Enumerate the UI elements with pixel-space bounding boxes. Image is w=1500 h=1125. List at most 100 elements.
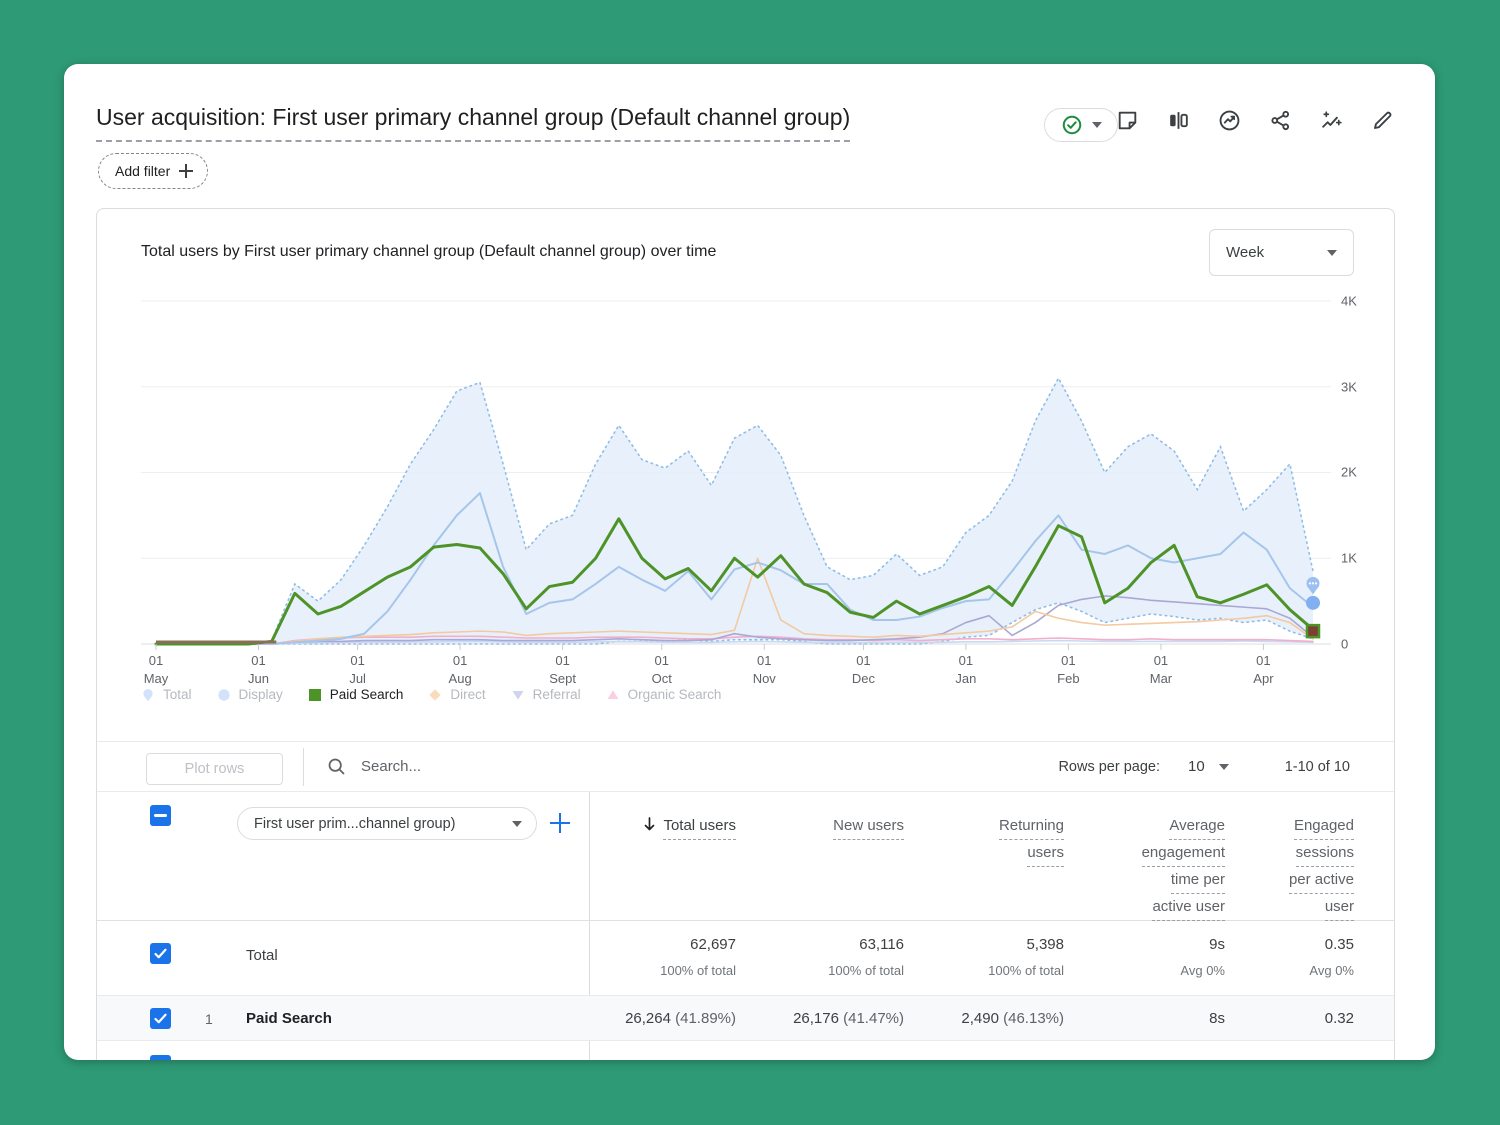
svg-text:Jul: Jul <box>349 671 366 686</box>
page-title[interactable]: User acquisition: First user primary cha… <box>96 104 851 142</box>
pin-icon <box>143 688 153 701</box>
report-header: User acquisition: First user primary cha… <box>96 104 1395 156</box>
column-header-returning-users[interactable]: Returning users <box>998 813 1064 867</box>
toolbar-divider <box>303 748 304 786</box>
totals-returning-users-sub: 100% of total <box>988 963 1064 978</box>
svg-text:01: 01 <box>1061 653 1075 668</box>
legend-item-display[interactable]: Display <box>217 687 283 702</box>
pagination-status: 1-10 of 10 <box>1284 758 1350 775</box>
add-dimension-button[interactable] <box>547 810 573 836</box>
plot-rows-label: Plot rows <box>184 761 245 777</box>
circle-icon <box>217 688 230 701</box>
comparison-icon[interactable] <box>1166 108 1191 133</box>
legend-item-referral[interactable]: Referral <box>511 687 581 702</box>
svg-text:01: 01 <box>959 653 973 668</box>
y-axis-tick: 3K <box>1341 379 1357 395</box>
legend-item-organic-search[interactable]: Organic Search <box>606 687 722 702</box>
timeseries-chart[interactable]: 01 May 01 Jun 01 Jul 01 Aug 01 Sept 01 Oct 01 Nov 01 De… <box>141 291 1331 691</box>
svg-text:01: 01 <box>149 653 163 668</box>
legend-item-paid-search[interactable]: Paid Search <box>308 687 404 702</box>
row-avg-engagement: 8s <box>1209 1010 1225 1027</box>
totals-engaged-sessions: 0.35 <box>1324 936 1354 953</box>
legend-label: Total <box>163 687 192 702</box>
granularity-select[interactable]: Week <box>1209 229 1354 276</box>
plus-icon <box>179 164 194 178</box>
row-checkbox[interactable] <box>150 1008 171 1029</box>
row-checkbox[interactable] <box>150 943 171 964</box>
totals-label: Total <box>246 947 278 964</box>
add-filter-chip[interactable]: Add filter <box>98 153 209 189</box>
triangle-down-icon <box>512 690 524 700</box>
svg-text:01: 01 <box>555 653 569 668</box>
svg-text:01: 01 <box>350 653 364 668</box>
check-icon <box>154 948 167 959</box>
column-header-total-users[interactable]: Total users <box>643 813 736 840</box>
y-axis-tick: 4K <box>1341 293 1357 309</box>
select-all-checkbox[interactable] <box>150 805 171 826</box>
table-row[interactable]: 1 Paid Search 26,264 (41.89%) 26,176 (41… <box>97 996 1394 1041</box>
share-icon[interactable] <box>1268 108 1293 133</box>
chart-svg[interactable]: 01 May 01 Jun 01 Jul 01 Aug 01 Sept 01 Oct 01 Nov 01 De… <box>141 291 1331 691</box>
row-dimension-value: Paid Search <box>246 1010 332 1027</box>
pagination-controls: Rows per page: 10 1-10 of 10 <box>1058 742 1350 791</box>
svg-text:Apr: Apr <box>1253 671 1274 686</box>
check-icon <box>154 1013 167 1024</box>
table-toolbar: Plot rows Search... Rows per page: 10 1-… <box>97 741 1394 792</box>
edit-pencil-icon[interactable] <box>1370 108 1395 133</box>
check-circle-icon <box>1062 115 1081 135</box>
report-panel: Total users by First user primary channe… <box>96 208 1395 1060</box>
svg-text:01: 01 <box>453 653 467 668</box>
dimension-dropdown[interactable]: First user prim...channel group) <box>237 807 537 840</box>
legend-label: Paid Search <box>329 687 404 702</box>
svg-text:Oct: Oct <box>652 671 673 686</box>
column-header-new-users[interactable]: New users <box>833 813 904 840</box>
svg-text:01: 01 <box>757 653 771 668</box>
row-returning-users: 2,490 (46.13%) <box>961 1010 1064 1027</box>
report-status-pill[interactable] <box>1044 108 1118 142</box>
svg-text:Jan: Jan <box>955 671 976 686</box>
legend-label: Display <box>238 687 283 702</box>
svg-text:01: 01 <box>251 653 265 668</box>
legend-label: Direct <box>450 687 486 702</box>
svg-text:Aug: Aug <box>449 671 472 686</box>
intelligence-sparkline-icon[interactable] <box>1319 108 1344 133</box>
column-header-engaged-sessions[interactable]: Engaged sessions per active user <box>1288 813 1354 921</box>
totals-new-users-sub: 100% of total <box>828 963 904 978</box>
svg-text:May: May <box>144 671 169 686</box>
chart-title: Total users by First user primary channe… <box>141 243 717 260</box>
diamond-icon <box>429 688 442 701</box>
row-checkbox[interactable] <box>150 1055 171 1060</box>
totals-avg-engagement: 9s <box>1209 936 1225 953</box>
insights-circle-icon[interactable] <box>1217 108 1242 133</box>
column-header-avg-engagement-time[interactable]: Average engagement time per active user <box>1141 813 1225 921</box>
svg-text:01: 01 <box>1256 653 1270 668</box>
svg-text:Mar: Mar <box>1150 671 1173 686</box>
search-placeholder: Search... <box>361 758 422 775</box>
plot-rows-button[interactable]: Plot rows <box>146 753 283 785</box>
svg-text:01: 01 <box>1154 653 1168 668</box>
svg-text:01: 01 <box>655 653 669 668</box>
totals-total-users-sub: 100% of total <box>660 963 736 978</box>
legend-label: Organic Search <box>627 687 722 702</box>
table-row-totals[interactable]: Total 62,697 100% of total 63,116 100% o… <box>97 921 1394 996</box>
header-actions <box>1115 108 1395 133</box>
svg-text:Dec: Dec <box>852 671 876 686</box>
svg-text:Nov: Nov <box>753 671 777 686</box>
totals-returning-users: 5,398 <box>1026 936 1064 953</box>
svg-text:01: 01 <box>856 653 870 668</box>
table-search-input[interactable]: Search... <box>326 742 421 791</box>
legend-item-total[interactable]: Total <box>141 687 192 702</box>
rows-per-page-value[interactable]: 10 <box>1188 758 1205 775</box>
row-engaged-sessions: 0.32 <box>1324 1010 1354 1027</box>
chevron-down-icon[interactable] <box>1218 763 1229 770</box>
square-icon <box>308 688 321 701</box>
notes-icon[interactable] <box>1115 108 1140 133</box>
y-axis-tick: 1K <box>1341 550 1357 566</box>
y-axis-tick: 2K <box>1341 464 1357 480</box>
report-card: User acquisition: First user primary cha… <box>64 64 1435 1060</box>
legend-item-direct[interactable]: Direct <box>428 687 486 702</box>
search-icon <box>328 758 345 775</box>
totals-engaged-sessions-sub: Avg 0% <box>1309 963 1354 978</box>
totals-total-users: 62,697 <box>690 936 736 953</box>
